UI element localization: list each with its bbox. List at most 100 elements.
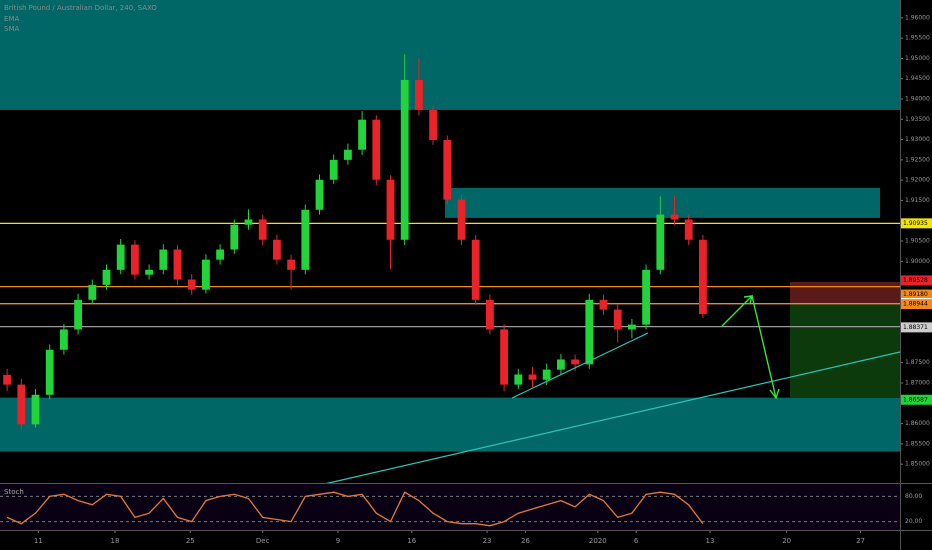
candle-body (116, 244, 125, 270)
candle-body (216, 249, 225, 260)
price-tag (901, 218, 932, 229)
candle-body (500, 329, 509, 385)
candle-body (159, 249, 168, 270)
candle-body (74, 299, 83, 330)
chart-title: British Pound / Australian Dollar, 240, … (4, 4, 157, 12)
candle-body (173, 249, 182, 280)
price-tag (901, 289, 932, 300)
candle-body (230, 224, 239, 250)
candle-body (457, 199, 466, 240)
price-tag-label: 1.88944 (903, 301, 928, 308)
y-tick-label: 1.94000 (905, 95, 930, 102)
y-tick-label: 1.92500 (905, 156, 930, 163)
x-tick-label: 16 (407, 537, 416, 545)
candle-body (45, 349, 54, 395)
price-tag (901, 394, 932, 405)
candle-body (613, 309, 622, 330)
candle-body (443, 139, 452, 200)
candle-body (642, 269, 651, 325)
candle-body (258, 219, 267, 240)
x-tick-label: 6 (634, 537, 639, 545)
candle-body (272, 239, 281, 260)
plot: 1.96000 1.95500 1.95000 1.94500 1.94000 1.935… (0, 14, 930, 545)
candle-body (429, 109, 438, 140)
candle-body (627, 324, 636, 330)
trend-line (319, 351, 901, 486)
candle-body (684, 219, 693, 240)
candle-body (599, 299, 608, 310)
candle-body (400, 79, 409, 240)
price-tag (901, 275, 932, 286)
candle-body (343, 149, 352, 160)
candle-body (88, 284, 97, 300)
overlay: 80.0020.001.909351.895281.891801.889701.… (0, 218, 932, 527)
y-tick-label: 1.93000 (905, 136, 930, 143)
trend-line (511, 332, 649, 399)
y-tick-label: 1.95500 (905, 35, 930, 42)
zone (0, 0, 900, 110)
candle-body (670, 214, 679, 220)
y-tick-label: 1.86000 (905, 420, 930, 427)
price-tag-label: 1.86587 (903, 396, 928, 403)
candle-body (571, 359, 580, 365)
candle-body (386, 179, 395, 240)
target-zone (790, 304, 900, 398)
zone (445, 187, 880, 218)
indicator-label: SMA (4, 25, 19, 33)
candle-body (514, 374, 523, 385)
x-tick-label: 25 (186, 537, 195, 545)
candle-body (31, 394, 40, 425)
stoch-tick-label: 20.00 (905, 518, 922, 525)
price-tag-label: 1.88371 (903, 324, 928, 331)
x-tick-label: 2020 (589, 537, 607, 545)
arrow-head (743, 295, 780, 400)
y-tick-label: 1.93500 (905, 116, 930, 123)
x-tick-label: 20 (782, 537, 791, 545)
stoch-line (6, 491, 704, 527)
price-tag (901, 299, 932, 310)
candle-body (542, 369, 551, 380)
y-tick-label: 1.92000 (905, 177, 930, 184)
candle-body (485, 299, 494, 330)
y-tick-label: 1.87000 (905, 380, 930, 387)
x-tick-label: 11 (34, 537, 43, 545)
candle-body (244, 219, 253, 225)
x-tick-label: 18 (111, 537, 120, 545)
candle-body (130, 244, 139, 275)
x-tick-label: 23 (483, 537, 492, 545)
y-tick-label: 1.90000 (905, 258, 930, 265)
stoch-panel (0, 484, 900, 530)
y-tick-label: 1.90500 (905, 238, 930, 245)
y-tick-label: 1.96000 (905, 14, 930, 21)
candle-body (656, 214, 665, 270)
candle-body (556, 359, 565, 370)
candle-body (145, 269, 154, 275)
indicator-label: EMA (4, 15, 19, 23)
candle-body (315, 179, 324, 210)
candle-body (59, 329, 68, 350)
stop-zone (790, 282, 900, 304)
candle-body (471, 239, 480, 300)
candle-body (329, 159, 338, 180)
stoch-label: Stoch (4, 488, 24, 496)
y-tick-label: 1.85500 (905, 440, 930, 447)
x-tick-label: 13 (706, 537, 715, 545)
y-tick-label: 1.91500 (905, 197, 930, 204)
price-tag-label: 1.90935 (903, 220, 928, 227)
candle-body (3, 374, 12, 385)
x-tick-label: 9 (336, 537, 340, 545)
stoch-tick-label: 80.00 (905, 493, 922, 500)
y-tick-label: 1.87500 (905, 359, 930, 366)
price-tag-label: 1.89528 (903, 277, 928, 284)
y-tick-label: 1.95000 (905, 55, 930, 62)
candle-body (528, 374, 537, 380)
price-tag-label: 1.89180 (903, 291, 928, 298)
y-tick-label: 1.85000 (905, 461, 930, 468)
zones (0, 0, 900, 452)
candle-body (201, 259, 210, 290)
candle-body (585, 299, 594, 365)
y-tick-label: 1.94500 (905, 75, 930, 82)
price-tag (901, 322, 932, 333)
candle-body (17, 384, 26, 425)
